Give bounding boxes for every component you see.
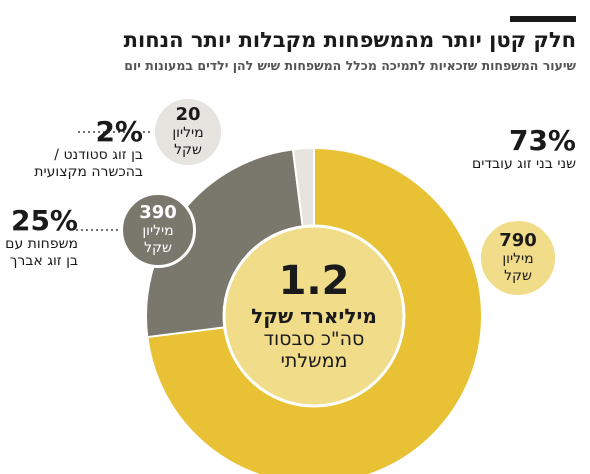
total-unit: מיליארד שקל (251, 304, 377, 328)
desc-kollel-line1: משפחות עם (5, 236, 78, 252)
total-note-line1: סה"כ סבסוד (263, 328, 365, 350)
desc-workers: שני בני זוג עובדים (471, 156, 576, 172)
amount-bubble-students: 20 מיליון שקל (152, 96, 224, 168)
amount-unit-students-line2: שקל (174, 142, 202, 158)
amount-kollel: 390 (139, 202, 177, 223)
amount-unit-kollel-line1: מיליון (142, 223, 174, 239)
desc-students-line1: בן זוג סטודנט / (54, 147, 143, 163)
percent-label-students: 2% (95, 115, 143, 148)
amount-workers: 790 (499, 230, 537, 251)
amount-students: 20 (175, 104, 201, 125)
percent-label-kollel: 25% (10, 204, 78, 237)
desc-students-line2: בהכשרה מקצועית (34, 164, 143, 180)
segment-label-workers: 73% שני בני זוג עובדים (472, 126, 576, 173)
amount-unit-students-line1: מיליון (172, 125, 204, 141)
total-amount: 1.2 (278, 258, 350, 304)
title-accent-bar (510, 16, 576, 22)
donut-center: 1.2 מיליארד שקל סה"כ סבסוד ממשלתי (235, 237, 393, 395)
segment-label-kollel: 25% משפחות עם בן זוג אברך (5, 206, 78, 270)
amount-bubble-workers: 790 מיליון שקל (478, 218, 558, 298)
chart-title: חלק קטן יותר מהמשפחות מקבלות יותר הנחות (123, 28, 576, 52)
segment-label-students: 2% בן זוג סטודנט / בהכשרה מקצועית (34, 117, 143, 181)
total-note-line2: ממשלתי (280, 350, 348, 372)
amount-bubble-kollel: 390 מיליון שקל (120, 192, 196, 268)
amount-unit-workers-line1: מיליון (502, 251, 534, 267)
amount-unit-kollel-line2: שקל (144, 240, 172, 256)
desc-kollel-line2: בן זוג אברך (9, 253, 78, 269)
chart-subtitle: שיעור המשפחות שזכאיות לתמיכה מכלל המשפחו… (124, 58, 576, 73)
amount-unit-workers-line2: שקל (504, 268, 532, 284)
percent-label-workers: 73% (508, 124, 576, 157)
